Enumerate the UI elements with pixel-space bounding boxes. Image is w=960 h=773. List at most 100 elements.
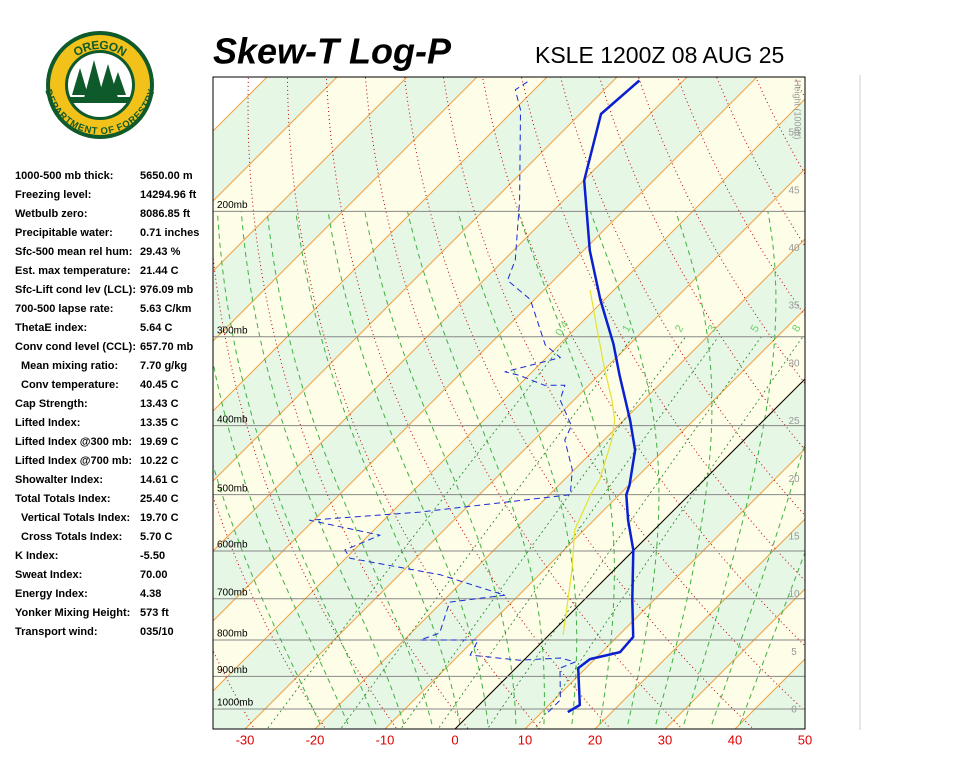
x-tick-label: -30 (236, 732, 255, 747)
isotherm (213, 77, 618, 482)
pressure-label: 900mb (217, 665, 248, 676)
moist-adiabat (517, 211, 615, 725)
stat-label: Sfc-500 mean rel hum: (15, 246, 132, 258)
pressure-label: 700mb (217, 587, 248, 598)
stat-label: Sweat Index: (15, 569, 82, 581)
stat-value: 5.63 C/km (140, 303, 192, 315)
isotherm (594, 518, 805, 729)
dry-adiabat (325, 77, 612, 729)
dry-adiabat (860, 53, 960, 744)
stat-label: 1000-500 mb thick: (15, 170, 113, 182)
stat-value: 0.71 inches (140, 227, 199, 239)
stat-label: Transport wind: (15, 626, 98, 638)
moist-adiabat (589, 211, 660, 725)
height-tick-label: 35 (788, 301, 800, 312)
dry-adiabat (794, 77, 805, 100)
stat-value: 19.70 C (140, 512, 179, 524)
x-tick-label: 20 (588, 732, 602, 747)
x-tick-label: 10 (518, 732, 532, 747)
stat-label: Freezing level: (15, 189, 91, 201)
mixing-ratio-line (534, 336, 804, 729)
title: Skew-T Log-P (213, 31, 452, 72)
height-tick-label: 40 (788, 243, 800, 254)
stat-label: Showalter Index: (15, 474, 103, 486)
stat-label: Sfc-Lift cond lev (LCL): (15, 284, 136, 296)
stat-value: 035/10 (140, 626, 174, 638)
stat-label: Cap Strength: (15, 398, 88, 410)
stat-label: ThetaE index: (15, 322, 87, 334)
stat-label: K Index: (15, 550, 58, 562)
stat-label: Mean mixing ratio: (21, 360, 118, 372)
logo-ground (70, 97, 130, 103)
stat-value: 13.43 C (140, 398, 179, 410)
stat-value: 14.61 C (140, 474, 179, 486)
stat-value: 13.35 C (140, 417, 179, 429)
stat-label: Wetbulb zero: (15, 208, 88, 220)
stat-value: -5.50 (140, 550, 165, 562)
x-tick-label: 0 (451, 732, 458, 747)
mixing-ratio-label: 1 (620, 323, 633, 334)
stat-value: 25.40 C (140, 493, 179, 505)
stat-value: 21.44 C (140, 265, 179, 277)
moist-adiabat (739, 551, 805, 725)
stat-label: Conv temperature: (21, 379, 119, 391)
height-axis-label: Height (1000ft) (793, 80, 803, 140)
stat-label: Vertical Totals Index: (21, 512, 130, 524)
stat-label: Lifted Index @300 mb: (15, 436, 132, 448)
mixing-ratio-label: 5 (749, 323, 762, 334)
moist-adiabat (213, 463, 321, 725)
height-tick-label: 0 (791, 705, 797, 716)
isotherm (314, 238, 805, 729)
stat-value: 657.70 mb (140, 341, 193, 353)
stat-value: 70.00 (140, 569, 168, 581)
pressure-label: 800mb (217, 629, 248, 640)
stat-value: 40.45 C (140, 379, 179, 391)
mixing-ratio-label: 8 (790, 323, 803, 334)
logo-trees (72, 60, 126, 98)
moist-adiabat (655, 211, 713, 725)
isotherm (860, 53, 960, 744)
stat-value: 10.22 C (140, 455, 179, 467)
stat-value: 5650.00 m (140, 170, 193, 182)
stat-label: Energy Index: (15, 588, 88, 600)
dry-adiabat (213, 251, 398, 729)
stat-label: Cross Totals Index: (21, 531, 122, 543)
isotherm (804, 728, 805, 729)
profile-line (309, 80, 576, 713)
isotherm (213, 77, 408, 272)
height-tick-label: 30 (788, 358, 800, 369)
background-lines: 0.4 1 2 3 5 8 (213, 53, 960, 744)
freezing-isotherm (454, 378, 805, 729)
stat-label: Total Totals Index: (15, 493, 111, 505)
pressure-label: 1000mb (217, 698, 254, 709)
moist-adiabat (327, 211, 489, 725)
stats-list: 1000-500 mb thick: 5650.00 m Freezing leve… (15, 170, 199, 638)
isotherm (213, 77, 548, 412)
stat-label: Yonker Mixing Height: (15, 607, 130, 619)
height-tick-label: 50 (788, 128, 800, 139)
height-tick-label: 15 (788, 532, 800, 543)
stat-value: 7.70 g/kg (140, 360, 187, 372)
dry-adiabat (442, 77, 805, 712)
isotherm (213, 77, 338, 202)
stat-label: Est. max temperature: (15, 265, 131, 277)
stat-label: Precipitable water: (15, 227, 113, 239)
logo: OREGON DEPARTMENT OF FORESTRY (42, 31, 158, 139)
plot-marks: 200mb 300mb 400mb 500mb 600mb 700mb 800mb 900mb… (213, 79, 812, 747)
isotherm (384, 308, 805, 729)
stat-value: 5.70 C (140, 531, 172, 543)
moist-adiabat (457, 211, 578, 725)
x-tick-label: -20 (306, 732, 325, 747)
stat-value: 14294.96 ft (140, 189, 197, 201)
stat-value: 19.69 C (140, 436, 179, 448)
mixing-ratio-line (266, 336, 569, 729)
profile-line (567, 79, 641, 714)
isotherm (664, 588, 805, 729)
moist-adiabat (295, 211, 461, 725)
x-tick-label: -10 (376, 732, 395, 747)
mixing-ratio-label: 2 (673, 323, 686, 334)
isotherm-band (790, 53, 960, 744)
dry-adiabat (898, 53, 960, 744)
stat-label: Conv cond level (CCL): (15, 341, 136, 353)
